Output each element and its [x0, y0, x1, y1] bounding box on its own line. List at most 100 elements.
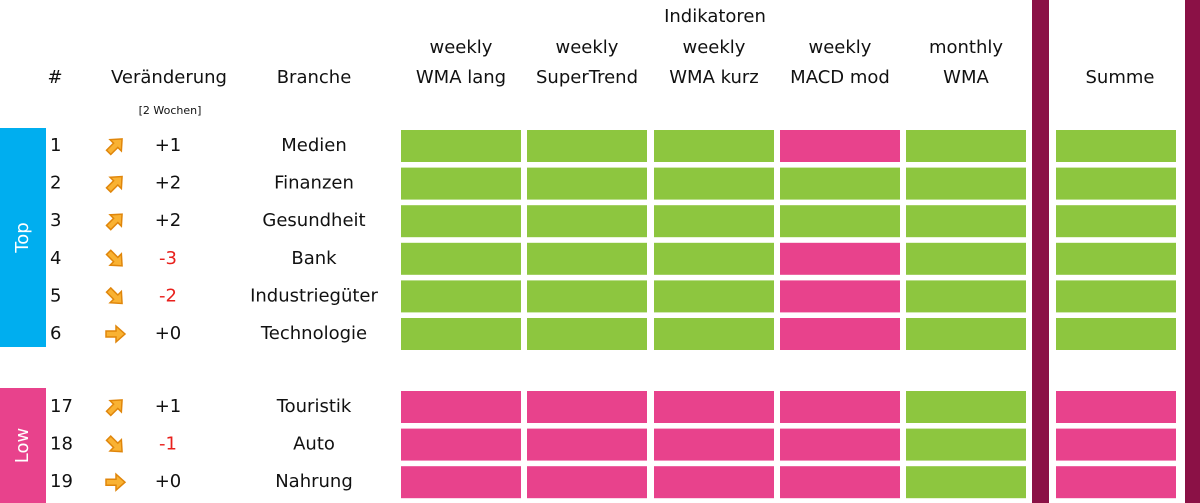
- rank: 18: [50, 434, 73, 455]
- column-header: weekly: [683, 37, 746, 58]
- signal-cell: [654, 167, 774, 200]
- signal-cell: [1056, 205, 1176, 238]
- column-header: WMA kurz: [669, 67, 759, 88]
- trend-arrow: [105, 175, 123, 194]
- signal-cell: [527, 391, 647, 423]
- signal-cell: [1056, 428, 1176, 461]
- rank: 3: [50, 210, 61, 231]
- change: +2: [155, 210, 182, 231]
- signal-cell: [780, 428, 900, 461]
- signal-cell: [654, 428, 774, 461]
- signal-cell: [401, 130, 521, 162]
- signal-cell: [906, 466, 1026, 499]
- branch: Finanzen: [274, 173, 354, 194]
- rank: 17: [50, 396, 73, 417]
- signal-cell: [1056, 391, 1176, 423]
- change-header: Veränderung: [111, 67, 227, 88]
- group-band: [0, 388, 46, 503]
- column-header: MACD mod: [790, 67, 890, 88]
- column-header: weekly: [556, 37, 619, 58]
- rank: 2: [50, 173, 61, 194]
- divider: [1032, 0, 1049, 503]
- signal-cell: [906, 391, 1026, 423]
- signal-cell: [654, 466, 774, 499]
- branch: Technologie: [260, 323, 367, 344]
- signal-cell: [527, 167, 647, 200]
- signal-cell: [780, 130, 900, 162]
- branch: Touristik: [276, 396, 352, 417]
- signal-cell: [780, 280, 900, 313]
- signal-cell: [1056, 280, 1176, 313]
- change-note: [2 Wochen]: [139, 104, 202, 117]
- branch: Medien: [281, 135, 347, 156]
- divider: [1185, 0, 1200, 503]
- group-label: Low: [12, 428, 33, 463]
- signal-cell: [527, 242, 647, 275]
- column-header: WMA lang: [416, 67, 506, 88]
- signal-cell: [1056, 167, 1176, 200]
- change: -3: [159, 248, 177, 269]
- rank: 5: [50, 285, 61, 306]
- signal-cell: [780, 205, 900, 238]
- change: -2: [159, 285, 177, 306]
- branch: Industriegüter: [250, 285, 378, 306]
- sum-header: Summe: [1086, 67, 1155, 88]
- signal-cell: [401, 391, 521, 423]
- signal-cell: [654, 280, 774, 313]
- signal-cell: [780, 466, 900, 499]
- signal-cell: [654, 318, 774, 350]
- signal-cell: [780, 242, 900, 275]
- trend-arrow: [105, 213, 123, 231]
- signal-cell: [527, 280, 647, 313]
- trend-arrow: [105, 249, 123, 267]
- signal-cell: [906, 167, 1026, 200]
- rank: 6: [50, 323, 61, 344]
- group-label: Top: [12, 222, 33, 253]
- trend-arrow: [105, 399, 123, 417]
- column-header: SuperTrend: [536, 67, 638, 88]
- signal-cell: [527, 130, 647, 162]
- change: -1: [159, 434, 177, 455]
- signal-cell: [906, 205, 1026, 238]
- group-band: [0, 128, 46, 347]
- trend-arrow: [105, 138, 123, 156]
- group-header: Indikatoren: [664, 6, 766, 27]
- signal-cell: [906, 242, 1026, 275]
- signal-cell: [1056, 130, 1176, 162]
- branch: Gesundheit: [262, 210, 365, 231]
- trend-arrow: [105, 286, 123, 305]
- column-header: weekly: [430, 37, 493, 58]
- signal-cell: [527, 428, 647, 461]
- signal-cell: [654, 130, 774, 162]
- signal-cell: [780, 167, 900, 200]
- signal-cell: [654, 242, 774, 275]
- trend-arrow: [105, 435, 123, 453]
- signal-cell: [906, 130, 1026, 162]
- rank: 1: [50, 135, 61, 156]
- signal-cell: [780, 391, 900, 423]
- signal-cell: [906, 318, 1026, 350]
- trend-arrow: [105, 472, 127, 492]
- change: +1: [155, 135, 182, 156]
- signal-cell: [401, 280, 521, 313]
- signal-cell: [401, 318, 521, 350]
- branch: Auto: [293, 434, 335, 455]
- rank: 4: [50, 248, 61, 269]
- signal-cell: [654, 205, 774, 238]
- signal-cell: [527, 205, 647, 238]
- change: +2: [155, 173, 182, 194]
- signal-cell: [1056, 242, 1176, 275]
- signal-cell: [906, 428, 1026, 461]
- signal-cell: [780, 318, 900, 350]
- branch-header: Branche: [277, 67, 352, 88]
- signal-cell: [1056, 318, 1176, 350]
- column-header: weekly: [809, 37, 872, 58]
- signal-cell: [401, 466, 521, 499]
- signal-cell: [401, 167, 521, 200]
- branch: Bank: [291, 248, 337, 269]
- rank-header: #: [47, 67, 62, 88]
- signal-cell: [527, 466, 647, 499]
- signal-cell: [401, 205, 521, 238]
- signal-cell: [1056, 466, 1176, 499]
